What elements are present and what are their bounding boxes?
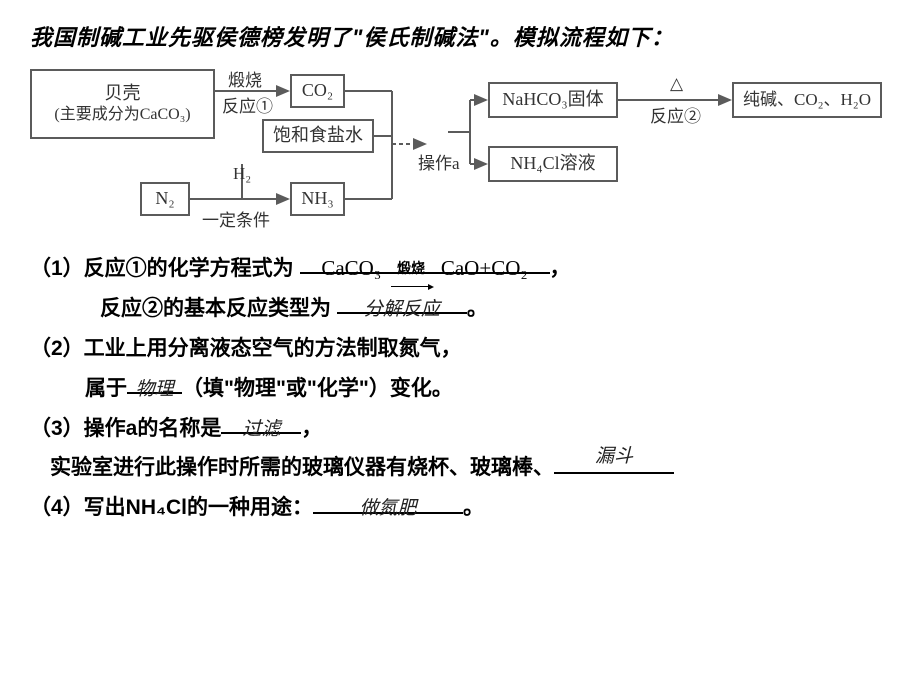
label-delta: △	[670, 74, 683, 94]
q2-line2-prefix: 属于	[85, 377, 127, 400]
flow-diagram: 贝壳 (主要成分为CaCO₃) CO₂ 饱和食盐水 N₂ NH₃ NaHCO₃固…	[30, 64, 890, 234]
box-n2: N₂	[140, 182, 190, 216]
q3-line2: 实验室进行此操作时所需的玻璃仪器有烧杯、玻璃棒、 漏斗	[30, 448, 890, 488]
box-nh3: NH₃	[290, 182, 345, 216]
q1-arrow-label: 煅烧	[391, 260, 431, 276]
q1-line2-suffix: 。	[467, 297, 488, 320]
q3-line1: （3）操作a的名称是过滤 ，	[30, 409, 890, 449]
box-shell-line1: 贝壳	[105, 82, 141, 105]
q4-line: （4）写出NH₄Cl的一种用途： 做氮肥 。	[30, 488, 890, 528]
label-calcine: 煅烧	[228, 66, 262, 91]
q4-answer: 做氮肥	[360, 498, 417, 519]
box-products: 纯碱、CO₂、H₂O	[732, 82, 882, 118]
q3-answer2: 漏斗	[595, 446, 633, 467]
questions-block: （1）反应①的化学方程式为 CaCO₃ 煅烧 CaO+CO₂ ， 反应②的基本反…	[30, 249, 890, 528]
q1-line2-prefix: 反应②的基本反应类型为	[100, 297, 331, 320]
q2-prefix: （2）工业上用分离液态空气的方法制取氮气，	[30, 337, 462, 360]
q3-answer1: 过滤	[242, 419, 280, 440]
q2-line1: （2）工业上用分离液态空气的方法制取氮气，	[30, 329, 890, 369]
label-cond: 一定条件	[202, 206, 270, 231]
box-brine: 饱和食盐水	[262, 119, 374, 153]
q1-line1: （1）反应①的化学方程式为 CaCO₃ 煅烧 CaO+CO₂ ，	[30, 249, 890, 289]
box-co2: CO₂	[290, 74, 345, 108]
label-opa: 操作a	[418, 149, 460, 174]
q1-answer-left: CaCO₃	[321, 256, 381, 280]
page-title: 我国制碱工业先驱侯德榜发明了"侯氏制碱法"。模拟流程如下：	[30, 20, 890, 52]
q2-line2-suffix: （填"物理"或"化学"）变化。	[182, 377, 453, 400]
q3-line2-text: 实验室进行此操作时所需的玻璃仪器有烧杯、玻璃棒、	[50, 456, 554, 479]
box-nh4cl: NH₄Cl溶液	[488, 146, 618, 182]
box-shell: 贝壳 (主要成分为CaCO₃)	[30, 69, 215, 139]
q1-line2-answer: 分解反应	[364, 299, 440, 320]
q1-prefix: （1）反应①的化学方程式为	[30, 257, 294, 280]
q1-answer-right: CaO+CO₂	[441, 256, 528, 280]
label-rxn1: 反应①	[222, 92, 273, 117]
label-h2: H₂	[233, 164, 251, 184]
q1-line2: 反应②的基本反应类型为 分解反应 。	[30, 289, 890, 329]
q2-answer: 物理	[135, 379, 173, 400]
box-shell-line2: (主要成分为CaCO₃)	[54, 105, 190, 126]
box-nahco3: NaHCO₃固体	[488, 82, 618, 118]
q3-comma: ，	[301, 417, 322, 440]
q4-prefix: （4）写出NH₄Cl的一种用途：	[30, 496, 313, 519]
q4-suffix: 。	[463, 496, 484, 519]
q2-line2: 属于物理 （填"物理"或"化学"）变化。	[30, 369, 890, 409]
q3-prefix: （3）操作a的名称是	[30, 417, 221, 440]
label-rxn2: 反应②	[650, 102, 701, 127]
q1-comma: ，	[550, 257, 571, 280]
